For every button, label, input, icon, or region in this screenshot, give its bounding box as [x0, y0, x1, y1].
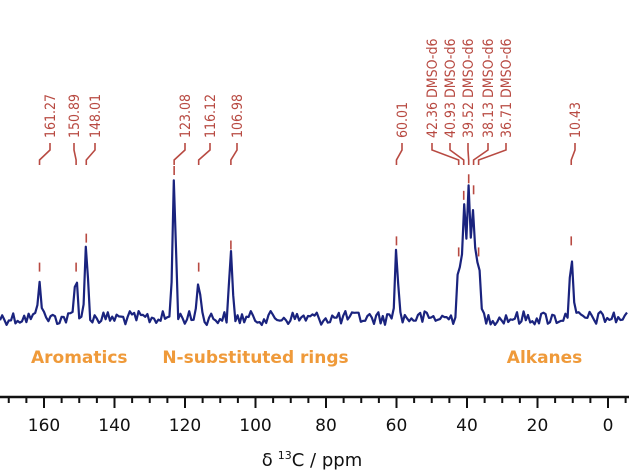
- peak-leader-line: [85, 143, 96, 165]
- tick-label: 60: [386, 416, 408, 436]
- peak-leader-line: [197, 143, 211, 165]
- tick-label: 100: [239, 416, 271, 436]
- peak-label: 60.01: [395, 102, 411, 138]
- peak-leader-line: [173, 143, 186, 165]
- peak-leader-line: [570, 143, 576, 165]
- region-labels: Aromatics N-substituted rings Alkanes: [31, 348, 582, 368]
- peak-label: 148.01: [88, 94, 104, 138]
- peak-label: 40.93 DMSO-d6: [443, 39, 459, 138]
- tick-label: 80: [315, 416, 337, 436]
- peak-label: 161.27: [43, 94, 59, 138]
- peak-leader-line: [230, 143, 238, 165]
- x-axis: 160 140 120 100 80 60 40 20 0: [0, 395, 629, 436]
- tick-label: 160: [28, 416, 60, 436]
- peak-leader-line: [477, 143, 507, 165]
- peak-label: 123.08: [178, 94, 194, 138]
- peak-leader-line: [395, 143, 403, 165]
- peak-leader-line: [431, 143, 460, 165]
- region-label: N-substituted rings: [162, 348, 348, 368]
- peak-label: 116.12: [203, 94, 219, 138]
- peak-label: 42.36 DMSO-d6: [425, 39, 441, 138]
- peak-label: 150.89: [67, 94, 83, 138]
- peak-leader-line: [73, 143, 77, 165]
- peak-labels: 161.27 150.89 148.01 123.08 116.12 106.98 60.0…: [38, 39, 584, 272]
- tick-label: 20: [527, 416, 549, 436]
- peak-label: 39.52 DMSO-d6: [461, 39, 477, 138]
- peak-label: 36.71 DMSO-d6: [499, 39, 515, 138]
- peak-label: 106.98: [230, 94, 246, 138]
- peak-leader-line: [449, 143, 465, 165]
- tick-label: 40: [456, 416, 478, 436]
- tick-label: 0: [603, 416, 614, 436]
- peak-label: 10.43: [568, 102, 584, 138]
- peak-leader-line: [467, 143, 470, 165]
- peak-leader-line: [472, 143, 489, 165]
- tick-label: 140: [98, 416, 130, 436]
- region-label: Alkanes: [507, 348, 583, 368]
- region-label: Aromatics: [31, 348, 128, 368]
- spectrum-trace: [0, 179, 628, 327]
- x-axis-label: δ 13C / ppm: [262, 449, 362, 471]
- tick-label: 120: [169, 416, 201, 436]
- peak-label: 38.13 DMSO-d6: [481, 39, 497, 138]
- peak-leader-line: [38, 143, 51, 165]
